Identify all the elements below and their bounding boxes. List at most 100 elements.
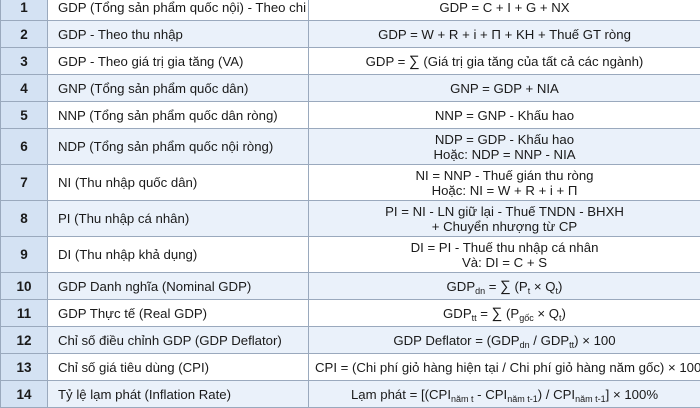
formula-subscript: gốc bbox=[519, 313, 534, 323]
indicator-name: NI (Thu nhập quốc dân) bbox=[48, 165, 309, 201]
row-number: 1 bbox=[1, 0, 48, 21]
formula-cell: CPI = (Chi phí giỏ hàng hiện tại / Chi p… bbox=[309, 354, 700, 381]
formula-text: CPI = (Chi phí giỏ hàng hiện tại / Chi p… bbox=[315, 360, 700, 375]
formula-line: GNP = GDP + NIA bbox=[315, 81, 694, 96]
indicator-name: GDP Danh nghĩa (Nominal GDP) bbox=[48, 273, 309, 300]
formula-text: NDP = GDP - Khấu hao bbox=[435, 132, 574, 147]
indicator-name: NDP (Tổng sản phẩm quốc nội ròng) bbox=[48, 129, 309, 165]
row-number: 10 bbox=[1, 273, 48, 300]
formula-text: ) / CPI bbox=[538, 387, 575, 402]
indicator-name: GDP - Theo giá trị gia tăng (VA) bbox=[48, 48, 309, 75]
indicator-name: GDP - Theo thu nhập bbox=[48, 21, 309, 48]
indicator-name: PI (Thu nhập cá nhân) bbox=[48, 201, 309, 237]
row-number: 3 bbox=[1, 48, 48, 75]
formula-text: × Q bbox=[534, 306, 559, 321]
sigma-symbol: ∑ bbox=[409, 53, 420, 70]
formula-line: CPI = (Chi phí giỏ hàng hiện tại / Chi p… bbox=[315, 360, 694, 375]
formula-text: NNP = GNP - Khấu hao bbox=[435, 108, 574, 123]
formula-line: Hoặc: NDP = NNP - NIA bbox=[315, 147, 694, 162]
formula-cell: GDP = W + R + i + Π + KH + Thuế GT ròng bbox=[309, 21, 700, 48]
indicator-name: NNP (Tổng sản phẩm quốc dân ròng) bbox=[48, 102, 309, 129]
formula-cell: NNP = GNP - Khấu hao bbox=[309, 102, 700, 129]
formula-cell: GDP = C + I + G + NX bbox=[309, 0, 700, 21]
row-number: 7 bbox=[1, 165, 48, 201]
formula-text: Hoặc: NI = W + R + i + Π bbox=[432, 183, 578, 198]
row-number: 8 bbox=[1, 201, 48, 237]
row-number: 14 bbox=[1, 381, 48, 408]
formula-line: PI = NI - LN giữ lại - Thuế TNDN - BHXH bbox=[315, 204, 694, 219]
formula-line: Lạm phát = [(CPInăm t - CPInăm t-1) / CP… bbox=[315, 387, 694, 402]
indicator-name: Tỷ lệ lạm phát (Inflation Rate) bbox=[48, 381, 309, 408]
formula-cell: GDPtt = ∑ (Pgốc × Qt) bbox=[309, 300, 700, 327]
formula-line: + Chuyển nhượng từ CP bbox=[315, 219, 694, 234]
row-number: 6 bbox=[1, 129, 48, 165]
formula-text: Và: DI = C + S bbox=[462, 255, 547, 270]
formula-line: GDP = W + R + i + Π + KH + Thuế GT ròng bbox=[315, 27, 694, 42]
formula-cell: GDPdn = ∑ (Pt × Qt) bbox=[309, 273, 700, 300]
formula-text: ) × 100 bbox=[574, 333, 615, 348]
formula-text: = bbox=[477, 306, 492, 321]
formula-text: GDP Deflator = (GDP bbox=[393, 333, 519, 348]
formula-text: PI = NI - LN giữ lại - Thuế TNDN - BHXH bbox=[385, 204, 624, 219]
formula-text: GDP = bbox=[366, 54, 409, 69]
row-number: 13 bbox=[1, 354, 48, 381]
formula-text: + Chuyển nhượng từ CP bbox=[432, 219, 577, 234]
formula-text: (Giá trị gia tăng của tất cả các ngành) bbox=[420, 54, 644, 69]
row-number: 5 bbox=[1, 102, 48, 129]
formula-subscript: năm t-1 bbox=[575, 394, 606, 404]
indicator-name: GDP Thực tế (Real GDP) bbox=[48, 300, 309, 327]
formula-subscript: năm t-1 bbox=[507, 394, 538, 404]
formula-cell: PI = NI - LN giữ lại - Thuế TNDN - BHXH+… bbox=[309, 201, 700, 237]
formula-line: NI = NNP - Thuế gián thu ròng bbox=[315, 168, 694, 183]
row-number: 12 bbox=[1, 327, 48, 354]
formula-text: ) bbox=[562, 306, 566, 321]
formula-cell: Lạm phát = [(CPInăm t - CPInăm t-1) / CP… bbox=[309, 381, 700, 408]
formula-subscript: năm t bbox=[451, 394, 474, 404]
formula-text: ) bbox=[558, 279, 562, 294]
indicator-name: DI (Thu nhập khả dụng) bbox=[48, 237, 309, 273]
formula-line: NNP = GNP - Khấu hao bbox=[315, 108, 694, 123]
sigma-symbol: ∑ bbox=[500, 278, 511, 295]
formula-text: - CPI bbox=[474, 387, 508, 402]
formula-text: (P bbox=[511, 279, 528, 294]
formula-cell: GNP = GDP + NIA bbox=[309, 75, 700, 102]
formula-text: / GDP bbox=[530, 333, 570, 348]
formula-line: Hoặc: NI = W + R + i + Π bbox=[315, 183, 694, 198]
indicator-name: GDP (Tổng sản phẩm quốc nội) - Theo chi … bbox=[48, 0, 309, 21]
formula-line: DI = PI - Thuế thu nhập cá nhân bbox=[315, 240, 694, 255]
indicator-name: Chỉ số điều chỉnh GDP (GDP Deflator) bbox=[48, 327, 309, 354]
formula-text: (P bbox=[502, 306, 519, 321]
formula-text: Hoặc: NDP = NNP - NIA bbox=[433, 147, 575, 162]
formula-line: Và: DI = C + S bbox=[315, 255, 694, 270]
formula-line: GDP Deflator = (GDPdn / GDPtt) × 100 bbox=[315, 333, 694, 348]
formula-text: GDP bbox=[447, 279, 476, 294]
formula-text: GDP bbox=[443, 306, 472, 321]
formula-cell: GDP Deflator = (GDPdn / GDPtt) × 100 bbox=[309, 327, 700, 354]
formula-line: NDP = GDP - Khấu hao bbox=[315, 132, 694, 147]
formula-line: GDP = C + I + G + NX bbox=[315, 0, 694, 15]
indicator-name: GNP (Tổng sản phẩm quốc dân) bbox=[48, 75, 309, 102]
sigma-symbol: ∑ bbox=[492, 305, 503, 322]
formula-text: GNP = GDP + NIA bbox=[450, 81, 559, 96]
formula-text: × Q bbox=[530, 279, 555, 294]
formula-cell: GDP = ∑ (Giá trị gia tăng của tất cả các… bbox=[309, 48, 700, 75]
formula-line: GDPtt = ∑ (Pgốc × Qt) bbox=[315, 306, 694, 321]
indicator-name: Chỉ số giá tiêu dùng (CPI) bbox=[48, 354, 309, 381]
